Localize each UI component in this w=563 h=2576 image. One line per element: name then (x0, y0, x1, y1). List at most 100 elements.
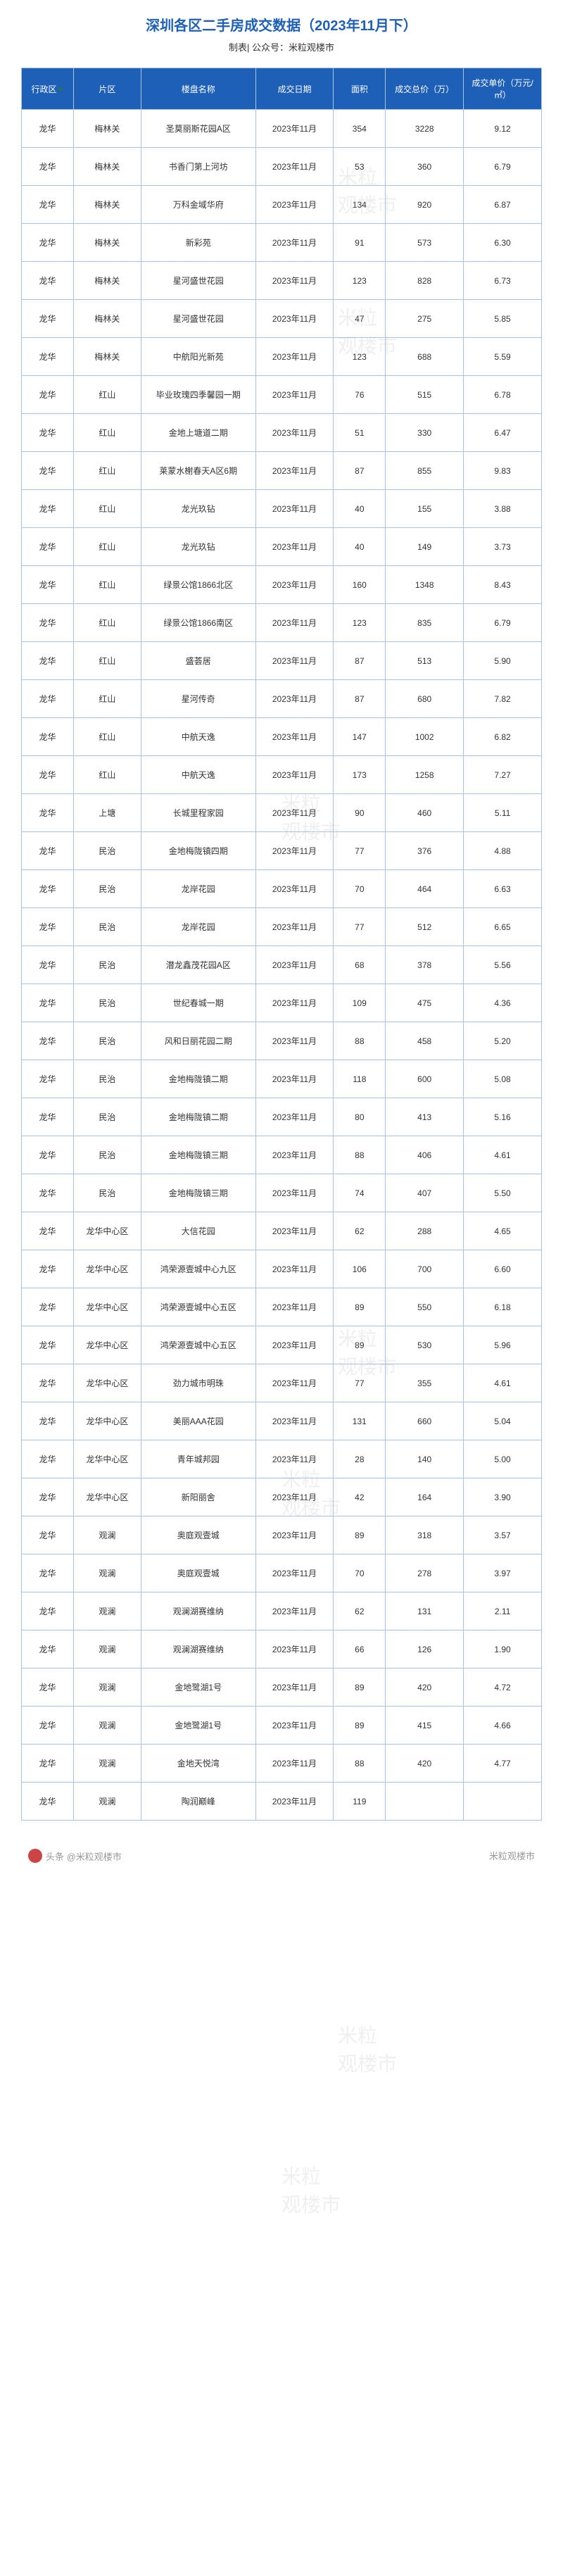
footer-source: 头条 @米粒观楼市 (28, 1849, 122, 1863)
cell-district: 龙华 (22, 680, 74, 718)
cell-unit: 4.61 (464, 1364, 542, 1402)
cell-total: 460 (386, 794, 464, 832)
table-row: 龙华民治潜龙鑫茂花园A区2023年11月683785.56 (22, 946, 542, 984)
cell-area: 民治 (73, 984, 141, 1022)
cell-area: 龙华中心区 (73, 1288, 141, 1326)
avatar-icon (28, 1849, 42, 1863)
cell-project: 中航天逸 (141, 756, 255, 794)
cell-size: 77 (334, 1364, 386, 1402)
cell-district: 龙华 (22, 1098, 74, 1136)
cell-date: 2023年11月 (255, 300, 334, 338)
cell-date: 2023年11月 (255, 1592, 334, 1631)
cell-district: 龙华 (22, 1478, 74, 1516)
cell-size: 51 (334, 414, 386, 452)
table-row: 龙华红山莱蒙水榭春天A区6期2023年11月878559.83 (22, 452, 542, 490)
cell-area: 龙华中心区 (73, 1212, 141, 1250)
cell-unit: 5.00 (464, 1440, 542, 1478)
cell-date: 2023年11月 (255, 1212, 334, 1250)
cell-size: 66 (334, 1631, 386, 1669)
cell-district: 龙华 (22, 338, 74, 376)
cell-total: 1258 (386, 756, 464, 794)
cell-total: 464 (386, 870, 464, 908)
col-project: 楼盘名称 (141, 68, 255, 110)
cell-project: 金地天悦湾 (141, 1745, 255, 1783)
cell-district: 龙华 (22, 566, 74, 604)
cell-project: 盛荟居 (141, 642, 255, 680)
cell-area: 红山 (73, 718, 141, 756)
col-area: 片区 (73, 68, 141, 110)
cell-total: 475 (386, 984, 464, 1022)
cell-size: 173 (334, 756, 386, 794)
filter-icon[interactable] (58, 88, 63, 92)
table-row: 龙华红山金地上塘道二期2023年11月513306.47 (22, 414, 542, 452)
cell-district: 龙华 (22, 908, 74, 946)
cell-date: 2023年11月 (255, 756, 334, 794)
cell-district: 龙华 (22, 300, 74, 338)
cell-unit: 6.65 (464, 908, 542, 946)
cell-size: 89 (334, 1707, 386, 1745)
cell-project: 金地上塘道二期 (141, 414, 255, 452)
cell-unit: 5.04 (464, 1402, 542, 1440)
cell-unit: 4.72 (464, 1669, 542, 1707)
cell-district: 龙华 (22, 794, 74, 832)
cell-total: 355 (386, 1364, 464, 1402)
cell-size: 90 (334, 794, 386, 832)
cell-date: 2023年11月 (255, 1326, 334, 1364)
table-row: 龙华观澜观澜湖赛维纳2023年11月661261.90 (22, 1631, 542, 1669)
table-row: 龙华观澜金地天悦湾2023年11月884204.77 (22, 1745, 542, 1783)
cell-unit: 4.66 (464, 1707, 542, 1745)
cell-district: 龙华 (22, 1364, 74, 1402)
cell-project: 世纪春城一期 (141, 984, 255, 1022)
cell-date: 2023年11月 (255, 1783, 334, 1821)
table-row: 龙华梅林关星河盛世花园2023年11月472755.85 (22, 300, 542, 338)
cell-project: 书香门第上河坊 (141, 148, 255, 186)
cell-date: 2023年11月 (255, 528, 334, 566)
cell-unit: 4.36 (464, 984, 542, 1022)
cell-project: 奥庭观壹城 (141, 1516, 255, 1554)
col-unit: 成交单价（万元/㎡） (464, 68, 542, 110)
cell-total: 828 (386, 262, 464, 300)
cell-project: 金地梅陇镇四期 (141, 832, 255, 870)
cell-total: 275 (386, 300, 464, 338)
cell-unit: 3.90 (464, 1478, 542, 1516)
cell-size: 123 (334, 338, 386, 376)
cell-district: 龙华 (22, 1250, 74, 1288)
cell-size: 134 (334, 186, 386, 224)
cell-area: 观澜 (73, 1707, 141, 1745)
cell-size: 89 (334, 1669, 386, 1707)
cell-date: 2023年11月 (255, 1478, 334, 1516)
cell-district: 龙华 (22, 1516, 74, 1554)
table-header-row: 行政区 片区 楼盘名称 成交日期 面积 成交总价（万） 成交单价（万元/㎡） (22, 68, 542, 110)
cell-project: 潜龙鑫茂花园A区 (141, 946, 255, 984)
cell-area: 梅林关 (73, 186, 141, 224)
cell-district: 龙华 (22, 1631, 74, 1669)
cell-unit: 6.73 (464, 262, 542, 300)
cell-size: 118 (334, 1060, 386, 1098)
cell-unit: 6.79 (464, 604, 542, 642)
cell-date: 2023年11月 (255, 186, 334, 224)
cell-project: 星河盛世花园 (141, 262, 255, 300)
cell-size: 40 (334, 528, 386, 566)
cell-total: 288 (386, 1212, 464, 1250)
cell-district: 龙华 (22, 642, 74, 680)
cell-total: 330 (386, 414, 464, 452)
cell-area: 龙华中心区 (73, 1440, 141, 1478)
table-row: 龙华民治金地梅陇镇四期2023年11月773764.88 (22, 832, 542, 870)
cell-date: 2023年11月 (255, 148, 334, 186)
cell-date: 2023年11月 (255, 1288, 334, 1326)
cell-total: 530 (386, 1326, 464, 1364)
cell-date: 2023年11月 (255, 110, 334, 148)
cell-unit: 6.78 (464, 376, 542, 414)
cell-date: 2023年11月 (255, 376, 334, 414)
cell-unit: 1.90 (464, 1631, 542, 1669)
cell-total: 680 (386, 680, 464, 718)
cell-district: 龙华 (22, 1136, 74, 1174)
cell-district: 龙华 (22, 148, 74, 186)
cell-unit: 6.30 (464, 224, 542, 262)
cell-size: 119 (334, 1783, 386, 1821)
footer-right: 米粒观楼市 (489, 1849, 535, 1863)
cell-total: 131 (386, 1592, 464, 1631)
cell-project: 美丽AAA花园 (141, 1402, 255, 1440)
cell-size: 89 (334, 1288, 386, 1326)
cell-total: 378 (386, 946, 464, 984)
